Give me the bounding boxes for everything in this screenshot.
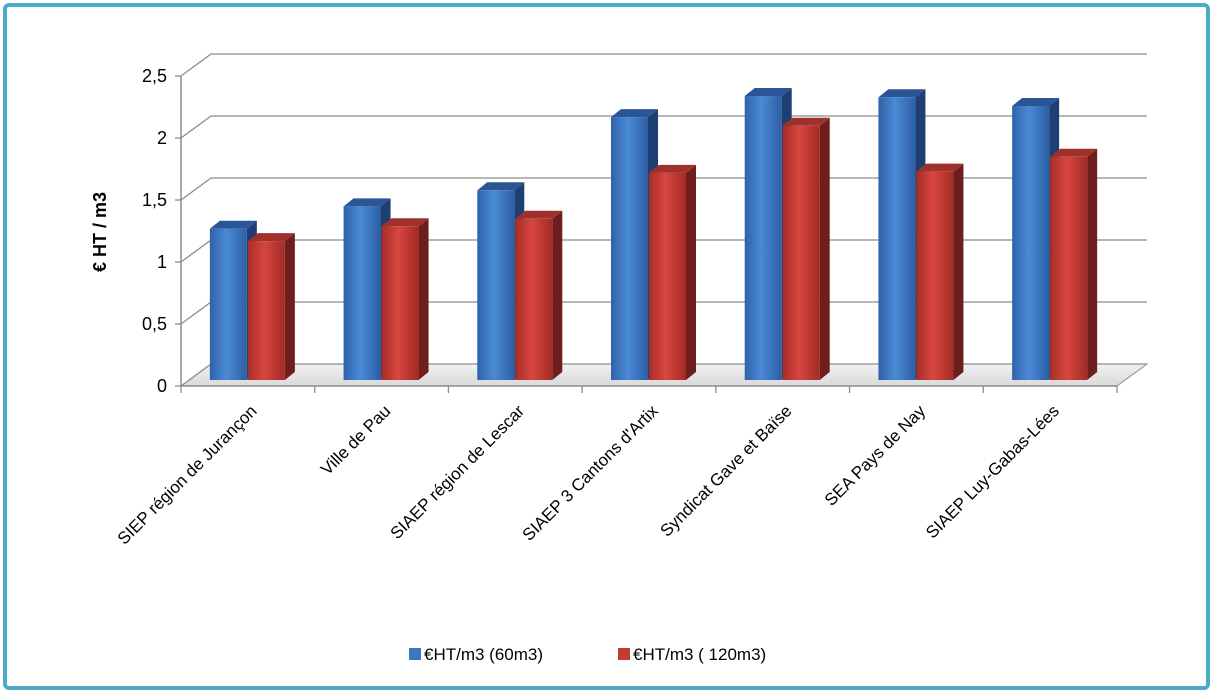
- bar-top: [1012, 97, 1060, 106]
- bar-side: [284, 233, 295, 380]
- bar-top: [878, 89, 926, 98]
- y-tick-label: 2: [157, 128, 167, 148]
- bar-top: [343, 198, 391, 207]
- legend-label: €HT/m3 (60m3): [424, 645, 543, 664]
- bar-side: [1087, 148, 1098, 380]
- bar-side: [552, 210, 563, 380]
- x-tick-label: Syndicat Gave et Baïse: [656, 401, 795, 540]
- bar: [381, 218, 429, 380]
- bar-top: [744, 88, 792, 97]
- x-tick-label: SIAEP région de Lescar: [387, 401, 529, 543]
- legend-entry: €HT/m3 (60m3): [409, 645, 543, 664]
- bar-top: [1050, 148, 1098, 157]
- bar-side: [686, 164, 696, 380]
- y-tick-label: 0,5: [142, 314, 167, 334]
- axes: [175, 75, 1118, 393]
- bar-top: [782, 117, 830, 126]
- x-tick-label: SIEP région de Jurançon: [114, 401, 261, 548]
- x-tick-label: SIAEP 3 Cantons d'Artix: [519, 401, 662, 544]
- legend: €HT/m3 (60m3) €HT/m3 ( 120m3): [409, 645, 766, 664]
- bar: [515, 210, 563, 380]
- bars: [209, 88, 1098, 381]
- bar-front: [477, 190, 515, 380]
- bar-side: [418, 218, 429, 380]
- bar-top: [477, 182, 525, 191]
- x-tick-label: SIAEP Luy-Gabas-Lées: [922, 401, 1063, 542]
- bar: [782, 117, 830, 381]
- x-tick-label: Ville de Pau: [317, 401, 394, 478]
- bar-top: [611, 109, 658, 118]
- bar-top: [916, 163, 964, 172]
- chart-frame: [3, 3, 1210, 690]
- bar-front: [1012, 105, 1050, 381]
- gridline: [180, 53, 1147, 77]
- bar-front: [247, 241, 285, 380]
- y-tick-label: 1: [157, 252, 167, 272]
- legend-entry: €HT/m3 ( 120m3): [618, 645, 766, 664]
- bar-side: [953, 163, 964, 380]
- bar: [247, 233, 295, 380]
- bar-top: [209, 220, 257, 229]
- bar-front: [381, 226, 419, 380]
- y-tick-label: 1,5: [142, 190, 167, 210]
- bar-front: [878, 97, 916, 380]
- bar: [916, 163, 964, 380]
- bar-top: [381, 218, 429, 227]
- legend-swatch: [618, 648, 630, 660]
- bar-front: [1050, 156, 1088, 380]
- bar-front: [343, 206, 381, 380]
- y-tick-label: 2,5: [142, 66, 167, 86]
- bar: [649, 164, 696, 380]
- bar-front: [916, 171, 954, 380]
- gridline: [180, 177, 1147, 201]
- x-tick-label: SEA Pays de Nay: [821, 401, 930, 510]
- bar-top: [247, 233, 295, 242]
- x-tick-labels: SIEP région de Jurançon Ville de PauSIAEP…: [114, 401, 1063, 548]
- bar-side: [819, 117, 830, 381]
- bar-front: [782, 125, 820, 380]
- legend-label: €HT/m3 ( 120m3): [633, 645, 766, 664]
- bar-front: [744, 96, 782, 380]
- bar: [878, 89, 926, 380]
- y-tick-label: 0: [157, 376, 167, 396]
- bar: [1050, 148, 1098, 380]
- bar-front: [209, 228, 247, 380]
- bar-front: [515, 218, 553, 380]
- bar-top: [649, 164, 696, 173]
- y-tick-labels: 0 0,5 1 1,5 2 2,5: [142, 66, 167, 396]
- legend-swatch: [409, 648, 421, 660]
- gridline: [180, 115, 1147, 139]
- bar-front: [611, 117, 648, 381]
- y-axis-label: € HT / m3: [90, 192, 110, 272]
- bar-top: [515, 210, 563, 219]
- bar-front: [649, 172, 686, 380]
